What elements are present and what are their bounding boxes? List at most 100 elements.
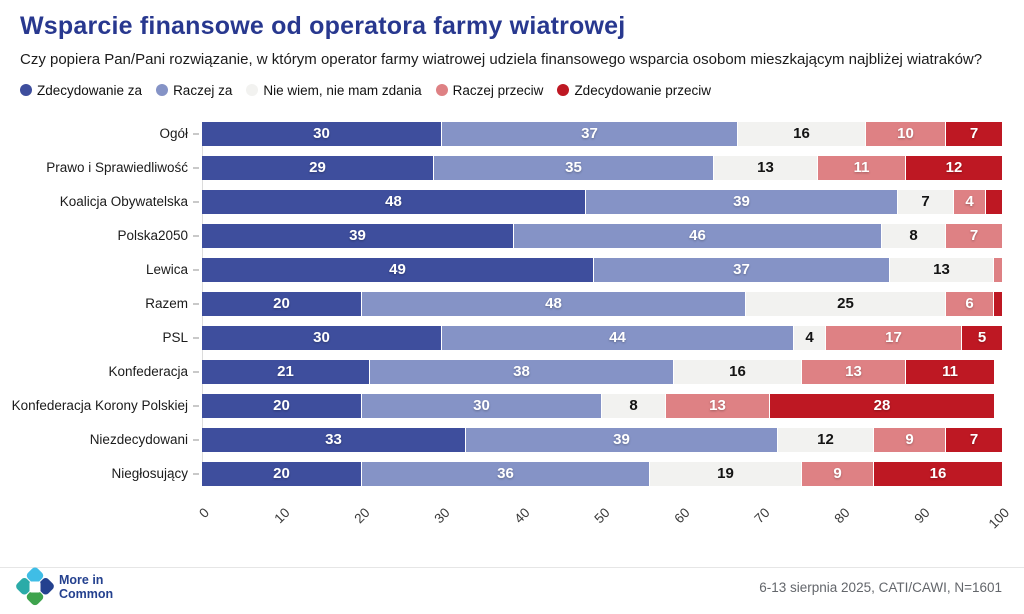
bar-segment: 10 [866, 121, 946, 146]
segment-value: 48 [545, 295, 562, 313]
segment-value: 12 [817, 431, 834, 449]
bar-segment: 11 [818, 155, 906, 180]
segment-value: 5 [977, 329, 987, 347]
segment-value: 37 [581, 125, 598, 143]
bar-segment: 6 [946, 291, 994, 316]
bar-track: 20 36 19 9 16 [202, 461, 1002, 486]
bar-track: 33 39 12 9 7 [202, 427, 1002, 452]
x-axis-tick-label: 90 [911, 504, 933, 526]
x-axis-tick-label: 70 [751, 504, 773, 526]
segment-value: 39 [349, 227, 366, 245]
bar-track: 49 37 13 [202, 257, 1002, 282]
segment-value: 29 [309, 159, 326, 177]
bar-segment: 20 [202, 393, 362, 418]
category-tick [190, 370, 202, 373]
category-label: Prawo i Sprawiedliwość [46, 160, 188, 176]
bar-segment: 30 [362, 393, 602, 418]
segment-value: 16 [729, 363, 746, 381]
bar-track: 39 46 8 7 [202, 223, 1002, 248]
bar-row: Niezdecydowani 33 39 12 9 7 [10, 427, 1002, 452]
legend-label: Raczej przeciw [452, 82, 544, 98]
category-tick [190, 438, 202, 441]
segment-value: 37 [733, 261, 750, 279]
segment-value: 38 [513, 363, 530, 381]
segment-value: 30 [473, 397, 490, 415]
segment-value: 9 [833, 465, 842, 483]
bar-segment: 4 [794, 325, 826, 350]
x-axis-tick-label: 10 [271, 504, 293, 526]
legend-dot-icon [435, 84, 448, 97]
segment-value: 8 [629, 397, 638, 415]
bar-segment: 20 [202, 461, 362, 486]
logo-center-diamond [29, 581, 41, 593]
bar-segment: 12 [906, 155, 1002, 180]
bar-segment: 9 [802, 461, 874, 486]
category-tick [190, 302, 202, 305]
bar-segment: 25 [746, 291, 946, 316]
x-axis-tick-label: 20 [351, 504, 373, 526]
bar-row: Polska2050 39 46 8 7 [10, 223, 1002, 248]
bar-row: Prawo i Sprawiedliwość 29 35 13 11 12 [10, 155, 1002, 180]
segment-value: 4 [965, 193, 974, 211]
x-axis-tick-label: 0 [196, 504, 213, 521]
segment-value: 7 [969, 431, 979, 449]
bar-segment: 5 [962, 325, 1002, 350]
more-in-common-logo-icon [14, 565, 56, 608]
category-tick [190, 268, 202, 271]
segment-value: 49 [389, 261, 406, 279]
segment-value: 21 [277, 363, 294, 381]
x-axis-tick-label: 30 [431, 504, 453, 526]
x-axis-tick-label: 40 [511, 504, 533, 526]
legend-item-0: Zdecydowanie za [20, 83, 142, 98]
bar-track: 48 39 7 4 [202, 189, 1002, 214]
bar-track: 30 44 4 17 5 [202, 325, 1002, 350]
bar-segment: 7 [898, 189, 954, 214]
category-label: Polska2050 [117, 228, 188, 244]
legend-item-1: Raczej za [156, 83, 232, 98]
bar-segment [994, 291, 1002, 316]
brand-name: More in Common [59, 573, 113, 602]
segment-value: 33 [325, 431, 342, 449]
category-label: Lewica [145, 262, 188, 278]
segment-value: 16 [793, 125, 810, 143]
bar-segment: 7 [946, 427, 1002, 452]
segment-value: 17 [885, 329, 902, 347]
chart-header: Wsparcie finansowe od operatora farmy wi… [0, 12, 1024, 71]
bar-track: 21 38 16 13 11 [202, 359, 1002, 384]
bar-segment: 38 [370, 359, 674, 384]
segment-value: 13 [933, 261, 950, 279]
footer-divider [0, 567, 1024, 568]
x-axis: 0 10 20 30 40 50 60 70 80 90 100 [197, 496, 1013, 540]
bar-segment: 44 [442, 325, 794, 350]
bar-row: Niegłosujący 20 36 19 9 16 [10, 461, 1002, 486]
category-label: Niezdecydowani [89, 432, 188, 448]
bar-row: PSL 30 44 4 17 5 [10, 325, 1002, 350]
legend-item-2: Nie wiem, nie mam zdania [246, 83, 422, 98]
segment-value: 30 [313, 125, 330, 143]
segment-value: 20 [273, 397, 290, 415]
segment-value: 9 [905, 431, 914, 449]
bar-segment: 33 [202, 427, 466, 452]
bar-segment: 35 [434, 155, 714, 180]
bar-track: 30 37 16 10 7 [202, 121, 1002, 146]
x-axis-tick-label: 80 [831, 504, 853, 526]
bar-segment: 39 [586, 189, 898, 214]
bar-track: 29 35 13 11 12 [202, 155, 1002, 180]
bar-segment: 19 [650, 461, 802, 486]
bar-segment: 46 [514, 223, 882, 248]
bar-segment: 7 [946, 223, 1002, 248]
bar-segment: 30 [202, 121, 442, 146]
chart-legend: Zdecydowanie za Raczej za Nie wiem, nie ma… [0, 83, 1024, 98]
segment-value: 39 [613, 431, 630, 449]
segment-value: 7 [969, 125, 979, 143]
x-axis-tick-label: 50 [591, 504, 613, 526]
segment-value: 36 [497, 465, 514, 483]
segment-value: 10 [897, 125, 914, 143]
bar-segment: 16 [874, 461, 1002, 486]
bar-segment: 39 [466, 427, 778, 452]
segment-value: 7 [969, 227, 979, 245]
bar-row: Koalicja Obywatelska 48 39 7 4 [10, 189, 1002, 214]
bar-segment: 13 [802, 359, 906, 384]
category-tick [190, 132, 202, 135]
